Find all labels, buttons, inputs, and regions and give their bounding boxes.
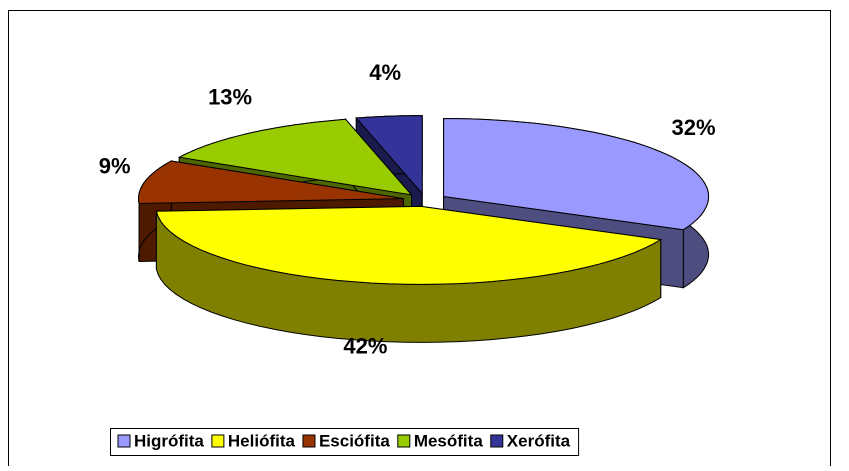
legend-label: Mesófita [414, 431, 484, 450]
legend-swatch [397, 434, 411, 448]
slice-top [155, 205, 663, 285]
pie: 32% 42% 9% 13% 4% [99, 60, 716, 359]
legend-swatch [117, 434, 131, 448]
pie-slice [155, 205, 663, 343]
legend-swatch [302, 434, 316, 448]
slice-top [355, 115, 423, 195]
data-label: 13% [208, 84, 252, 109]
data-label: 42% [343, 333, 387, 358]
data-label: 4% [369, 60, 401, 85]
legend-swatch [211, 434, 225, 448]
legend-swatch [490, 434, 504, 448]
legend: Higrófita Heliófita Esciófita Mesófita Xeróf… [110, 428, 580, 456]
data-label: 32% [671, 115, 715, 140]
legend-label: Heliófita [228, 431, 296, 450]
legend-label: Higrófita [134, 431, 204, 450]
slice-top [177, 118, 413, 196]
slice-top [138, 160, 404, 205]
slice-top [443, 117, 710, 231]
legend-label: Esciófita [319, 431, 390, 450]
legend-label: Xerófita [507, 431, 571, 450]
data-label: 9% [99, 153, 131, 178]
